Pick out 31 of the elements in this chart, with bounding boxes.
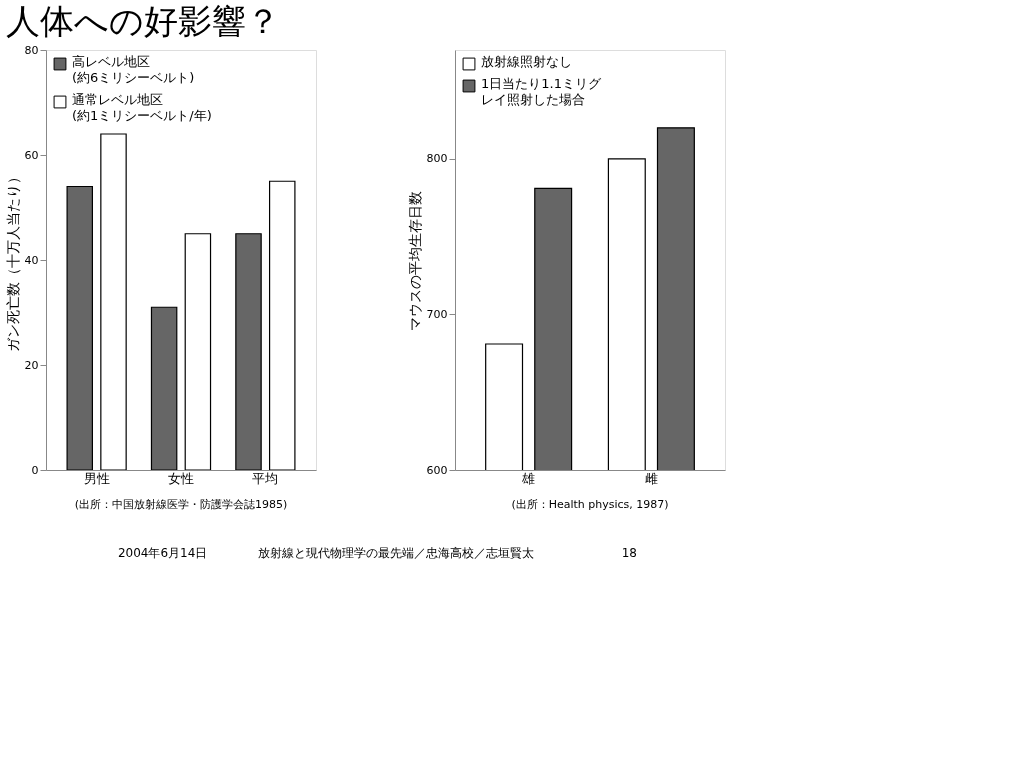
y-tick-label: 60	[24, 148, 39, 162]
y-axis-title: マウスの平均生存日数	[406, 190, 423, 331]
text: 18	[621, 546, 637, 560]
x-tick-label: 雌	[644, 470, 658, 486]
text: (出所：Health physics, 1987)	[511, 498, 669, 511]
y-tick-label: 20	[24, 358, 39, 372]
y-axis-title: ガン死亡数（十万人当たり）	[4, 169, 21, 352]
bar	[268, 180, 296, 470]
bar	[184, 233, 212, 470]
y-tick-label: 700	[426, 307, 448, 321]
x-tick-label: 平均	[252, 470, 279, 486]
legend-label: 1日当たり1.1ミリグレイ照射した場合	[481, 76, 602, 107]
y-tick-label: 40	[24, 253, 39, 267]
legend-label: 高レベル地区(約6ミリシーベルト)	[72, 54, 195, 85]
bar	[150, 306, 178, 470]
x-tick-label: 女性	[168, 470, 194, 486]
bar	[100, 133, 127, 470]
legend-label: 通常レベル地区(約1ミリシーベルト/年)	[72, 92, 212, 123]
text: 2004年6月14日	[117, 546, 208, 560]
bar	[66, 185, 94, 470]
x-tick-label: 男性	[83, 470, 110, 486]
x-tick-label: 雄	[521, 470, 536, 486]
y-tick-label: 800	[426, 152, 448, 166]
bar	[235, 233, 262, 470]
y-tick-label: 600	[426, 463, 448, 477]
text: 放射線と現代物理学の最先端／忠海高校／志垣賢太	[258, 546, 534, 560]
text: (出所：中国放射線医学・防護学会誌1985)	[74, 498, 288, 511]
legend-label: 放射線照射なし	[481, 54, 572, 69]
y-tick-label: 0	[31, 463, 39, 477]
y-tick-label: 80	[24, 43, 39, 57]
chart-title: 人体への好影響？	[5, 0, 280, 41]
